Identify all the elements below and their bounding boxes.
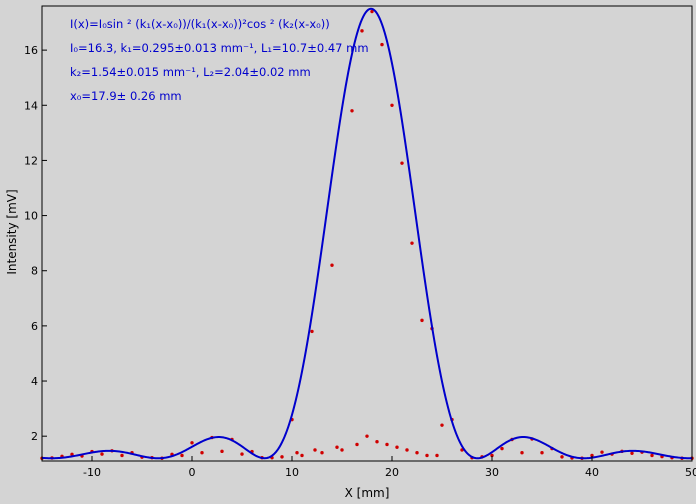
- data-point: [310, 329, 314, 334]
- data-point: [425, 453, 429, 458]
- data-point: [415, 451, 419, 455]
- data-point: [410, 241, 414, 245]
- data-point: [120, 453, 124, 458]
- data-point: [365, 434, 369, 438]
- data-point: [190, 441, 194, 445]
- data-point: [385, 442, 389, 447]
- data-point: [540, 451, 544, 455]
- fit-curve: [41, 7, 693, 460]
- data-point: [240, 452, 244, 456]
- x-tick-label: 40: [585, 466, 599, 479]
- data-point: [330, 263, 334, 267]
- data-point: [100, 452, 104, 456]
- data-point: [630, 451, 634, 455]
- annotation-params-2: k₂=1.54±0.015 mm⁻¹, L₂=2.04±0.02 mm: [70, 65, 311, 79]
- x-tick-label: 30: [485, 466, 499, 479]
- data-point: [520, 451, 524, 455]
- data-point: [490, 453, 494, 458]
- x-axis-ticks: -10 0 10 20 30 40 50: [83, 456, 696, 479]
- data-point: [180, 453, 184, 458]
- data-point: [200, 451, 204, 455]
- data-point: [650, 453, 654, 458]
- data-point: [280, 455, 284, 459]
- y-axis-label: Intensity [mV]: [5, 189, 19, 274]
- data-point: [355, 442, 359, 447]
- data-point: [220, 449, 224, 454]
- y-tick-label: 8: [31, 265, 38, 278]
- data-point: [340, 448, 344, 452]
- data-point: [390, 103, 394, 107]
- y-tick-label: 12: [24, 154, 38, 167]
- data-point: [560, 455, 564, 459]
- annotation-params-1: I₀=16.3, k₁=0.295±0.013 mm⁻¹, L₁=10.7±0.…: [70, 41, 369, 55]
- x-tick-label: 50: [685, 466, 696, 479]
- data-point: [380, 42, 384, 47]
- data-point: [420, 318, 424, 323]
- y-tick-label: 2: [31, 430, 38, 443]
- x-tick-label: 20: [385, 466, 399, 479]
- y-tick-label: 10: [24, 210, 38, 223]
- data-point: [440, 423, 444, 427]
- data-point: [400, 161, 404, 165]
- data-point: [313, 448, 317, 452]
- annotation-params-3: x₀=17.9± 0.26 mm: [70, 89, 182, 103]
- data-point: [335, 445, 339, 449]
- annotation-formula: I(x)=I₀sin ² (k₁(x-x₀))/(k₁(x-x₀))²cos ²…: [70, 17, 330, 31]
- data-point: [360, 29, 364, 33]
- plot-frame: [41, 5, 693, 462]
- x-tick-label: 10: [285, 466, 299, 479]
- data-point: [395, 445, 399, 449]
- data-point: [300, 453, 304, 458]
- data-point: [590, 453, 594, 458]
- data-point: [435, 453, 439, 458]
- data-point: [295, 451, 299, 455]
- data-point: [320, 451, 324, 455]
- data-point: [350, 109, 354, 113]
- y-tick-label: 16: [24, 44, 38, 57]
- y-axis-ticks: 2 4 6 8 10 12 14 16: [24, 44, 47, 443]
- y-tick-label: 4: [31, 375, 38, 388]
- data-point: [600, 450, 604, 454]
- y-tick-label: 14: [24, 99, 38, 112]
- data-point: [375, 439, 379, 444]
- plot-area: [42, 6, 692, 461]
- data-point: [405, 448, 409, 452]
- x-tick-label: -10: [83, 466, 101, 479]
- x-axis-label: X [mm]: [345, 486, 390, 500]
- data-point: [370, 9, 374, 14]
- y-tick-label: 6: [31, 320, 38, 333]
- data-point: [500, 446, 504, 451]
- x-tick-label: 0: [189, 466, 196, 479]
